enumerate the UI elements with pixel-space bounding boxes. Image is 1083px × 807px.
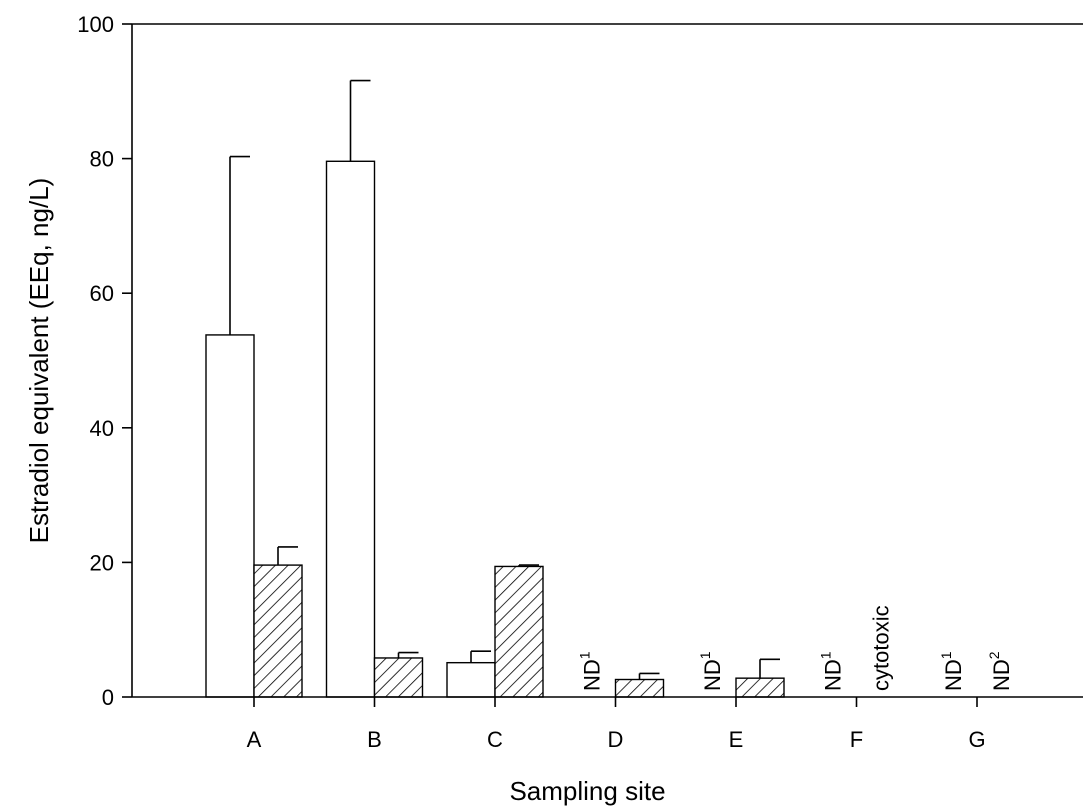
open-bar	[205, 334, 255, 698]
x-tick-label: B	[367, 727, 382, 752]
bar-annotation: ND2	[986, 651, 1014, 691]
annotation-superscript: 1	[938, 651, 954, 659]
x-axis-title: Sampling site	[509, 776, 665, 806]
y-tick-label: 80	[90, 147, 114, 172]
annotation-text: ND	[941, 659, 966, 691]
y-tick-label: 40	[90, 416, 114, 441]
annotation-superscript: 1	[818, 651, 834, 659]
annotation-superscript: 2	[986, 651, 1002, 659]
annotation-text: ND	[821, 659, 846, 691]
x-tick-label: F	[850, 727, 863, 752]
hatched-bar	[494, 565, 544, 698]
bar-annotation: cytotoxic	[869, 605, 894, 691]
annotation-superscript: 1	[697, 651, 713, 659]
bar-annotation: ND1	[577, 651, 605, 691]
y-tick-label: 100	[77, 12, 114, 37]
y-axis-title: Estradiol equivalent (EEq, ng/L)	[24, 178, 54, 544]
open-bar	[325, 160, 376, 698]
open-bar	[446, 661, 496, 698]
annotation-text: ND	[989, 659, 1014, 691]
hatched-bar	[253, 564, 303, 698]
y-tick-label: 0	[102, 685, 114, 710]
x-tick-label: E	[729, 727, 744, 752]
x-axis-ticks: A B C D E F G	[247, 697, 986, 752]
y-tick-label: 60	[90, 281, 114, 306]
x-tick-label: D	[608, 727, 624, 752]
bars	[205, 160, 785, 698]
bar-annotation: ND1	[938, 651, 966, 691]
error-bars	[229, 79, 780, 680]
y-axis-ticks: 0 20 40 60 80 100	[77, 12, 132, 710]
annotation-text: ND	[580, 659, 605, 691]
x-tick-label: C	[487, 727, 503, 752]
y-tick-label: 20	[90, 550, 114, 575]
annotation-text: cytotoxic	[869, 605, 894, 691]
annotation-text: ND	[700, 659, 725, 691]
hatched-bar	[614, 678, 665, 698]
x-tick-label: A	[247, 727, 262, 752]
bar-annotation: ND1	[818, 651, 846, 691]
bar-annotation: ND1	[697, 651, 725, 691]
hatched-bar	[373, 657, 424, 698]
hatched-bar	[735, 677, 785, 698]
annotation-superscript: 1	[577, 651, 593, 659]
x-tick-label: G	[968, 727, 985, 752]
